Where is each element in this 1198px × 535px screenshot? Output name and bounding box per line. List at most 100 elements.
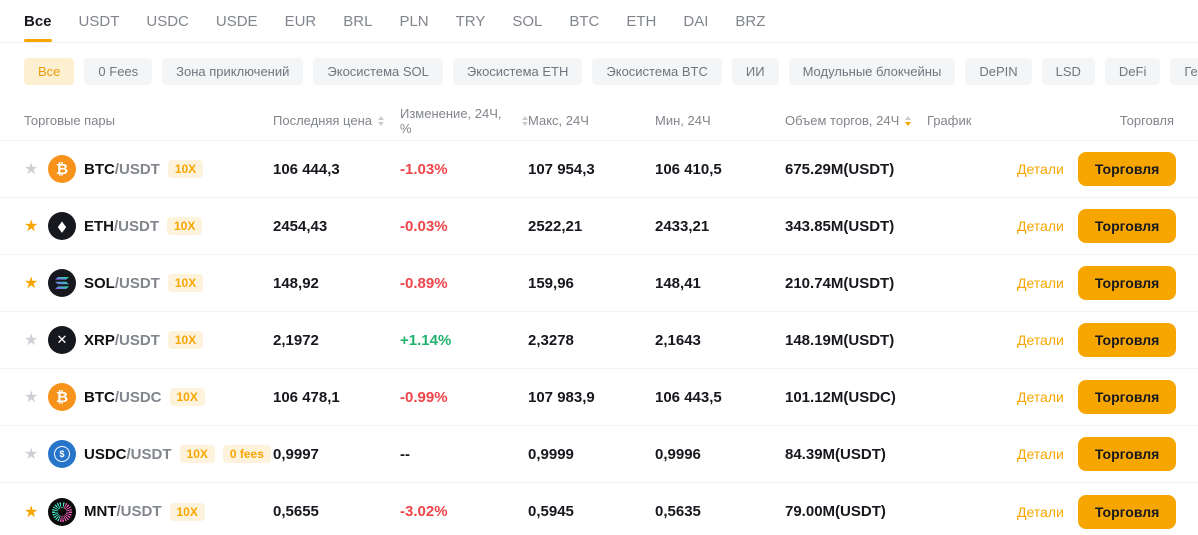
low-24h: 0,9996 xyxy=(655,445,701,463)
details-link[interactable]: Детали xyxy=(1017,275,1064,291)
trade-button[interactable]: Торговля xyxy=(1077,494,1177,529)
chip-lsd[interactable]: LSD xyxy=(1041,58,1095,85)
chip-ai[interactable]: ИИ xyxy=(731,58,779,85)
volume-24h: 148.19M(USDT) xyxy=(785,331,895,349)
table-row-sol-usdt[interactable]: SOL/USDT 10X 148,92 -0.89% 159,96 148,41… xyxy=(0,255,1198,312)
last-price: 106 444,3 xyxy=(273,160,340,178)
table-row-btc-usdc[interactable]: BTC/USDC 10X 106 478,1 -0.99% 107 983,9 … xyxy=(0,369,1198,426)
tab-usdt[interactable]: USDT xyxy=(78,12,120,30)
change-24h: -0.99% xyxy=(400,388,448,406)
xrp-coin-icon xyxy=(48,326,76,354)
sol-coin-icon xyxy=(48,269,76,297)
tab-pln[interactable]: PLN xyxy=(399,12,429,30)
header-volume-24h[interactable]: Объем торгов, 24Ч xyxy=(785,113,927,128)
favorite-star-icon[interactable] xyxy=(24,159,40,179)
favorite-star-icon[interactable] xyxy=(24,216,40,236)
header-change-24h[interactable]: Изменение, 24Ч, % xyxy=(400,106,528,136)
chip-all[interactable]: Все xyxy=(24,58,75,85)
high-24h: 2522,21 xyxy=(528,217,583,235)
change-24h: -- xyxy=(400,445,410,463)
favorite-star-icon[interactable] xyxy=(24,387,40,407)
table-header: Торговые пары Последняя цена Изменение, … xyxy=(0,101,1198,141)
trade-button[interactable]: Торговля xyxy=(1077,152,1177,186)
trade-button[interactable]: Торговля xyxy=(1077,380,1177,414)
volume-24h: 79.00M(USDT) xyxy=(785,503,886,520)
table-row-xrp-usdt[interactable]: XRP/USDT 10X 2,1972 +1.14% 2,3278 2,1643… xyxy=(0,312,1198,369)
header-trade: Торговля xyxy=(1119,113,1174,128)
pair-name: BTC/USDT xyxy=(84,160,160,178)
details-link[interactable]: Детали xyxy=(1017,218,1064,234)
chip-depin[interactable]: DePIN xyxy=(965,58,1032,85)
chip-btc-ecosystem[interactable]: Экосистема BTC xyxy=(592,58,722,85)
table-row-mnt-usdt[interactable]: MNT/USDT 10X 0,5655 -3.02% 0,5945 0,5635… xyxy=(0,483,1198,535)
tab-usde[interactable]: USDE xyxy=(215,12,258,30)
trade-button[interactable]: Торговля xyxy=(1077,323,1177,357)
details-link[interactable]: Детали xyxy=(1017,332,1064,348)
details-link[interactable]: Детали xyxy=(1017,446,1064,462)
last-price: 0,9997 xyxy=(273,445,319,463)
mnt-coin-icon xyxy=(48,497,76,526)
last-price: 106 478,1 xyxy=(273,388,340,406)
volume-24h: 84.39M(USDT) xyxy=(785,445,886,463)
chip-sol-ecosystem[interactable]: Экосистема SOL xyxy=(313,58,443,85)
tab-eth[interactable]: ETH xyxy=(626,12,657,30)
tab-dai[interactable]: DAI xyxy=(683,12,709,30)
low-24h: 2,1643 xyxy=(655,331,701,349)
last-price: 2,1972 xyxy=(273,331,319,349)
favorite-star-icon[interactable] xyxy=(24,502,40,522)
chip-0-fees[interactable]: 0 Fees xyxy=(84,58,153,85)
tab-brz[interactable]: BRZ xyxy=(735,12,766,30)
leverage-badge: 10X xyxy=(169,502,205,521)
header-trading-pairs: Торговые пары xyxy=(24,113,116,128)
header-high-24h: Макс, 24Ч xyxy=(528,113,589,128)
last-price: 148,92 xyxy=(273,274,319,292)
table-row-btc-usdt[interactable]: BTC/USDT 10X 106 444,3 -1.03% 107 954,3 … xyxy=(0,141,1198,198)
high-24h: 2,3278 xyxy=(528,331,574,349)
change-24h: +1.14% xyxy=(400,331,452,349)
low-24h: 106 410,5 xyxy=(655,160,722,178)
chip-gamification[interactable]: Геймификация xyxy=(1170,58,1198,85)
details-link[interactable]: Детали xyxy=(1017,161,1064,177)
details-link[interactable]: Детали xyxy=(1017,503,1064,520)
category-filter-chips: Все 0 Fees Зона приключений Экосистема S… xyxy=(0,43,1198,101)
table-row-eth-usdt[interactable]: ETH/USDT 10X 2454,43 -0.03% 2522,21 2433… xyxy=(0,198,1198,255)
zero-fees-badge: 0 fees xyxy=(222,445,271,463)
chip-adventure-zone[interactable]: Зона приключений xyxy=(162,58,304,85)
tab-sol[interactable]: SOL xyxy=(512,12,543,30)
low-24h: 0,5635 xyxy=(655,503,701,520)
high-24h: 0,9999 xyxy=(528,445,574,463)
trade-button[interactable]: Торговля xyxy=(1077,209,1177,243)
sort-icon[interactable] xyxy=(905,115,912,126)
chip-modular-blockchains[interactable]: Модульные блокчейны xyxy=(788,58,956,85)
trade-button[interactable]: Торговля xyxy=(1077,437,1177,471)
chip-eth-ecosystem[interactable]: Экосистема ETH xyxy=(452,58,583,85)
favorite-star-icon[interactable] xyxy=(24,273,40,293)
tab-usdc[interactable]: USDC xyxy=(146,12,189,30)
tab-btc[interactable]: BTC xyxy=(569,12,600,30)
tab-brl[interactable]: BRL xyxy=(343,12,373,30)
low-24h: 148,41 xyxy=(655,274,701,292)
details-link[interactable]: Детали xyxy=(1017,389,1064,405)
tab-all[interactable]: Все xyxy=(24,0,52,42)
high-24h: 0,5945 xyxy=(528,503,574,520)
low-24h: 106 443,5 xyxy=(655,388,722,406)
leverage-badge: 10X xyxy=(179,445,215,463)
last-price: 2454,43 xyxy=(273,217,328,235)
leverage-badge: 10X xyxy=(167,274,204,292)
tab-eur[interactable]: EUR xyxy=(284,12,317,30)
btc-coin-icon xyxy=(48,155,76,183)
header-last-price[interactable]: Последняя цена xyxy=(273,113,400,128)
tab-try[interactable]: TRY xyxy=(455,12,486,30)
favorite-star-icon[interactable] xyxy=(24,330,40,350)
table-row-usdc-usdt[interactable]: USDC/USDT 10X 0 fees 0,9997 -- 0,9999 0,… xyxy=(0,426,1198,483)
eth-coin-icon xyxy=(48,212,76,240)
sort-icon[interactable] xyxy=(378,115,384,126)
sort-icon[interactable] xyxy=(522,115,528,126)
btc-coin-icon xyxy=(48,383,76,411)
leverage-badge: 10X xyxy=(167,160,204,178)
high-24h: 159,96 xyxy=(528,274,574,292)
usdc-coin-icon xyxy=(48,440,76,468)
favorite-star-icon[interactable] xyxy=(24,444,40,464)
trade-button[interactable]: Торговля xyxy=(1077,266,1177,300)
chip-defi[interactable]: DeFi xyxy=(1104,58,1161,85)
